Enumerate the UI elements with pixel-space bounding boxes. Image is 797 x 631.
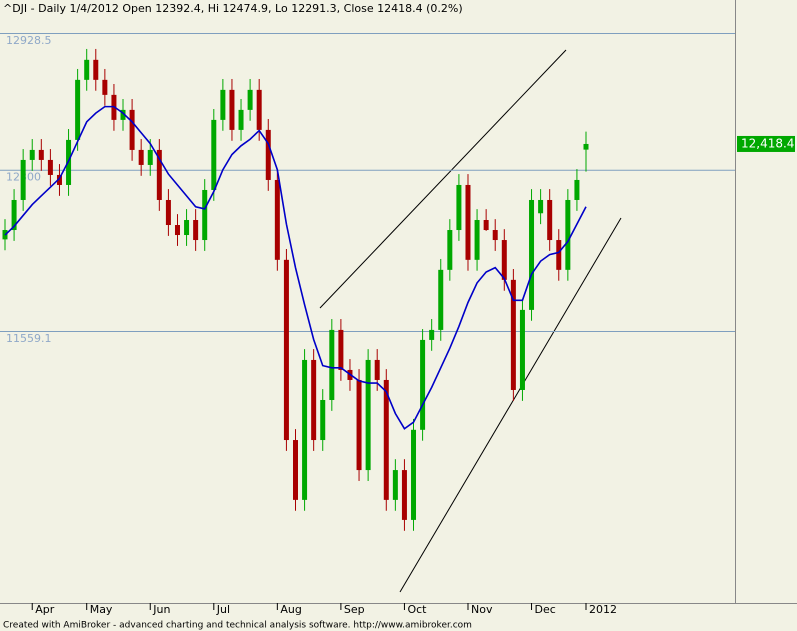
candle-body bbox=[574, 179, 580, 200]
candle-body bbox=[510, 279, 516, 390]
candle-body bbox=[565, 199, 571, 270]
candle-body bbox=[365, 359, 371, 471]
x-tick-label: Nov bbox=[471, 603, 493, 616]
candle-body bbox=[383, 379, 389, 500]
candle-body bbox=[329, 329, 335, 400]
candle-body bbox=[438, 269, 444, 330]
candle-body bbox=[483, 220, 489, 231]
x-tick-label: May bbox=[90, 603, 113, 616]
candle-body bbox=[392, 470, 398, 500]
x-tick-label: Dec bbox=[535, 603, 556, 616]
candle-body bbox=[492, 230, 498, 241]
candle-body bbox=[374, 359, 380, 380]
trend-line bbox=[319, 49, 567, 309]
candle-body bbox=[56, 174, 62, 185]
candle-body bbox=[356, 379, 362, 471]
candle-body bbox=[256, 89, 262, 130]
candle-body bbox=[429, 329, 435, 340]
candle-body bbox=[238, 109, 244, 130]
candle-body bbox=[338, 329, 344, 370]
candle-body bbox=[93, 59, 99, 80]
candle-body bbox=[38, 149, 44, 160]
candle-body bbox=[156, 149, 162, 200]
candle-body bbox=[11, 199, 17, 231]
candle-body bbox=[465, 184, 471, 260]
last-price-label: 12,418.4 bbox=[741, 136, 794, 150]
candle-body bbox=[474, 220, 480, 260]
candle-body bbox=[320, 399, 326, 441]
candle-body bbox=[519, 309, 525, 390]
x-tick-label: Jul bbox=[216, 603, 230, 616]
footer: Created with AmiBroker - advanced charti… bbox=[3, 621, 472, 631]
candle-body bbox=[211, 119, 217, 190]
x-tick-label: Apr bbox=[35, 603, 55, 616]
candle-body bbox=[420, 339, 426, 430]
candle-body bbox=[165, 199, 171, 226]
candle-body bbox=[29, 149, 35, 160]
candle-body bbox=[174, 225, 180, 236]
candle-body bbox=[220, 89, 226, 120]
x-tick-label: Oct bbox=[407, 603, 427, 616]
candle-body bbox=[529, 199, 535, 310]
candle-body bbox=[229, 89, 235, 130]
moving-average bbox=[4, 105, 587, 430]
y-tick-label: 12928.5 bbox=[6, 34, 52, 47]
candle-body bbox=[583, 143, 589, 150]
candle-body bbox=[102, 79, 108, 95]
trend-line bbox=[399, 217, 622, 593]
candle-body bbox=[84, 59, 90, 80]
candle-body bbox=[283, 259, 289, 441]
candle-body bbox=[265, 129, 271, 180]
x-tick-label: Jun bbox=[152, 603, 170, 616]
candle-body bbox=[75, 79, 81, 140]
candle-body bbox=[202, 189, 208, 241]
x-tick-label: Aug bbox=[280, 603, 301, 616]
candle-body bbox=[47, 159, 53, 175]
chart-title: ^DJI - Daily 1/4/2012 Open 12392.4, Hi 1… bbox=[3, 2, 463, 15]
candle-body bbox=[302, 359, 308, 500]
candle-body bbox=[274, 179, 280, 260]
candle-body bbox=[501, 240, 507, 280]
x-tick-label: 2012 bbox=[589, 603, 617, 616]
x-tick-label: Sep bbox=[344, 603, 365, 616]
candle-body bbox=[20, 159, 26, 200]
candle-body bbox=[447, 230, 453, 270]
candle-body bbox=[556, 240, 562, 270]
candle-body bbox=[411, 429, 417, 520]
candle-body bbox=[293, 440, 298, 500]
candle-body bbox=[193, 220, 199, 241]
candle-body bbox=[456, 184, 462, 231]
candle-body bbox=[120, 109, 126, 120]
candle-body bbox=[547, 199, 553, 241]
candle-body bbox=[247, 89, 253, 110]
y-tick-label: 11559.1 bbox=[6, 332, 52, 345]
candle-body bbox=[401, 470, 407, 520]
candle-body bbox=[138, 149, 144, 165]
candle-body bbox=[184, 220, 190, 236]
candle-body bbox=[147, 149, 153, 165]
candle-body bbox=[311, 359, 317, 441]
candle-body bbox=[129, 109, 135, 150]
candle-body bbox=[538, 199, 544, 214]
last-price-box bbox=[737, 135, 795, 152]
